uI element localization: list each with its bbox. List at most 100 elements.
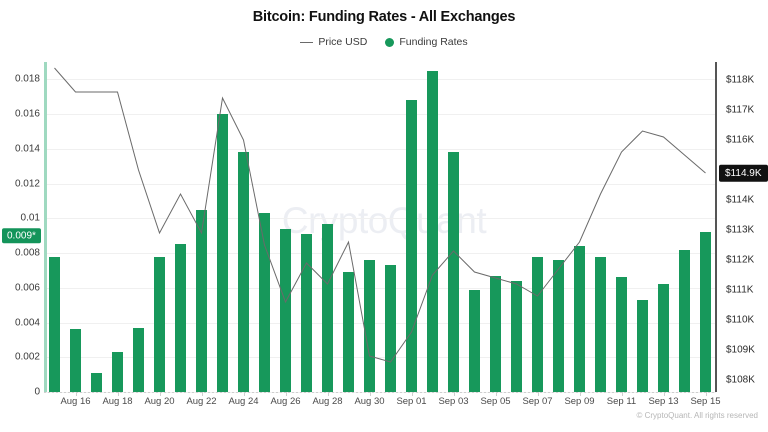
bar[interactable] — [637, 299, 648, 392]
x-axis-tick: Sep 03 — [438, 396, 469, 407]
x-axis-tick: Sep 09 — [564, 396, 595, 407]
gridline — [44, 322, 716, 324]
bar[interactable] — [49, 256, 60, 392]
y-axis-left-labels: 0 0.002 0.004 0.006 0.008 0.01 0.012 0.014 0.016… — [0, 0, 40, 432]
x-axis-tick-mark — [75, 392, 77, 396]
x-axis-tick-mark — [369, 392, 371, 396]
y-axis-left-tick: 0.004 — [14, 317, 40, 328]
bar[interactable] — [658, 284, 669, 392]
bar[interactable] — [91, 372, 102, 392]
x-axis-tick: Aug 28 — [312, 396, 343, 407]
bar[interactable] — [448, 152, 459, 392]
bar[interactable] — [511, 280, 522, 392]
x-axis-tick: Sep 07 — [522, 396, 553, 407]
x-axis-tick-mark — [327, 392, 329, 396]
gridline — [44, 357, 716, 359]
y-axis-left-tick: 0.018 — [14, 73, 40, 85]
bar[interactable] — [280, 228, 291, 392]
bars-layer — [44, 62, 716, 392]
y-axis-left-tick: 0.01 — [20, 212, 40, 224]
x-axis-tick-mark — [495, 392, 497, 396]
bar[interactable] — [385, 265, 396, 392]
chart-title: Bitcoin: Funding Rates - All Exchanges — [252, 9, 516, 25]
y-axis-left-tick: 0.016 — [14, 108, 40, 120]
gridline — [44, 114, 716, 116]
bar[interactable] — [133, 327, 144, 392]
x-axis-tick-mark — [201, 392, 203, 396]
bar[interactable] — [301, 233, 312, 392]
y-axis-right-tick: $112K — [726, 254, 755, 266]
x-axis-tick: Sep 15 — [690, 396, 721, 407]
y-axis-right-tick: $113K — [726, 224, 755, 236]
bar[interactable] — [532, 256, 543, 392]
line-swatch-icon — [300, 41, 314, 43]
bar[interactable] — [196, 209, 207, 392]
gridline — [44, 287, 716, 289]
bar[interactable] — [427, 70, 438, 392]
legend-label-price-usd: Price USD — [318, 36, 368, 48]
x-axis — [44, 392, 716, 393]
x-axis-tick: Sep 11 — [606, 396, 637, 407]
bar[interactable] — [259, 213, 270, 392]
y-axis-left-tick: 0.014 — [14, 143, 40, 155]
y-axis-left-tick: 0 — [34, 386, 40, 398]
bar[interactable] — [343, 272, 354, 392]
bar[interactable] — [217, 114, 228, 392]
plot-area — [44, 62, 716, 393]
current-price-badge: $114.9K — [719, 164, 768, 182]
current-funding-rate-badge: 0.009* — [2, 227, 41, 244]
dot-swatch-icon — [385, 37, 395, 47]
x-axis-tick: Sep 05 — [480, 396, 511, 407]
x-axis-tick: Aug 24 — [228, 396, 259, 407]
y-axis-left-tick: 0.006 — [14, 282, 40, 294]
x-axis-tick-mark — [621, 392, 623, 396]
gridline — [44, 79, 716, 81]
bar[interactable] — [322, 223, 333, 392]
bar[interactable] — [679, 249, 690, 392]
bar[interactable] — [112, 352, 123, 392]
bar[interactable] — [553, 260, 564, 392]
bar[interactable] — [175, 244, 186, 392]
x-axis-tick-mark — [159, 392, 161, 396]
bar[interactable] — [490, 275, 501, 392]
price-line-path — [54, 67, 706, 363]
copyright-footer: © CryptoQuant. All rights reserved — [636, 411, 759, 420]
y-axis-left-tick: 0.002 — [14, 351, 40, 363]
x-axis-tick-mark — [579, 392, 581, 396]
y-axis-right — [715, 62, 717, 392]
x-axis-tick-mark — [453, 392, 455, 396]
bar[interactable] — [406, 100, 417, 392]
x-axis-tick: Aug 22 — [186, 396, 217, 407]
x-axis-labels: Aug 16 Aug 18 Aug 20 Aug 22 Aug 24 Aug 26 Aug … — [44, 0, 721, 432]
x-axis-tick: Aug 18 — [102, 396, 133, 407]
y-axis-right-tick: $109K — [726, 344, 755, 356]
chart-legend: Price USD Funding Rates — [0, 36, 768, 48]
y-axis-right-tick: $108K — [726, 374, 755, 386]
bar[interactable] — [364, 260, 375, 392]
x-axis-tick: Sep 01 — [396, 396, 427, 407]
bar[interactable] — [700, 232, 711, 392]
legend-item-price-usd[interactable]: Price USD — [300, 36, 367, 48]
bar[interactable] — [616, 277, 627, 392]
bar[interactable] — [469, 289, 480, 392]
legend-item-funding-rates[interactable]: Funding Rates — [385, 36, 468, 48]
price-line-series — [54, 67, 706, 363]
gridline — [44, 183, 716, 185]
gridline — [44, 253, 716, 255]
bar[interactable] — [238, 152, 249, 392]
y-axis-right-tick: $110K — [726, 314, 755, 326]
x-axis-tick-mark — [705, 392, 707, 396]
x-axis-tick-mark — [537, 392, 539, 396]
y-axis-right-tick: $117K — [726, 104, 755, 116]
bar[interactable] — [154, 256, 165, 392]
bar[interactable] — [70, 329, 81, 392]
y-axis-left-tick: 0.012 — [14, 178, 40, 190]
gridline — [44, 218, 716, 220]
bar[interactable] — [574, 246, 585, 392]
bar[interactable] — [595, 256, 606, 392]
x-axis-tick: Sep 13 — [648, 396, 679, 407]
y-axis-right-labels: $108K $109K $110K $111K $112K $113K $114K $116K… — [726, 0, 768, 432]
x-axis-tick-mark — [243, 392, 245, 396]
x-axis-tick: Aug 20 — [144, 396, 175, 407]
